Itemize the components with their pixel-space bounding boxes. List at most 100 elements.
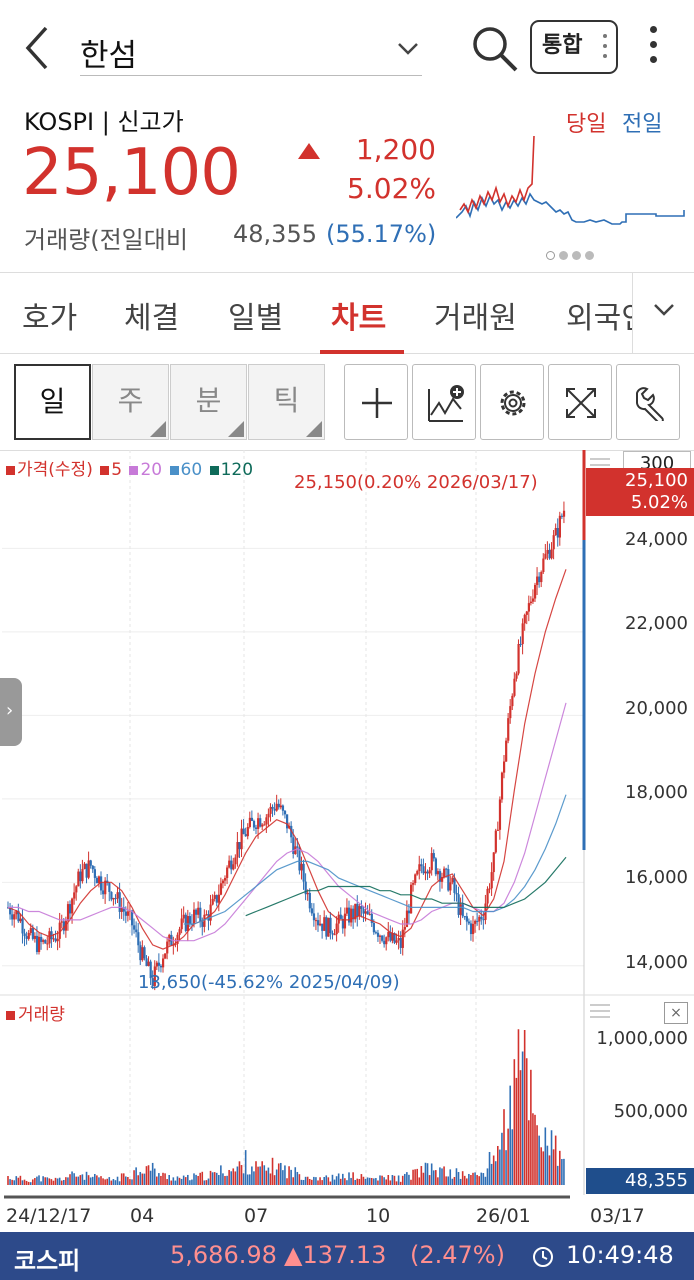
candle-body: [486, 888, 489, 904]
period-week-button[interactable]: 주: [92, 364, 169, 440]
candle-body: [273, 808, 276, 811]
candle-body: [405, 910, 409, 928]
volume-ratio: (55.17%): [326, 220, 437, 248]
candle-body: [114, 898, 117, 900]
candle-body: [443, 868, 446, 877]
stock-selector[interactable]: 한섬: [80, 20, 422, 76]
candle-body: [182, 914, 185, 919]
candle-body: [298, 847, 301, 871]
market-label: KOSPI | 신고가: [24, 108, 184, 136]
candle-body: [292, 837, 295, 855]
back-arrow-icon[interactable]: [20, 24, 60, 72]
tab-broker[interactable]: 거래원: [434, 301, 517, 336]
candle-body: [265, 817, 268, 825]
period-low-label: 13,650(-45.62% 2025/04/09): [138, 972, 400, 993]
candle-body: [217, 894, 220, 903]
candle-body: [544, 553, 547, 559]
stock-name: 한섬: [80, 38, 138, 74]
candle-body: [302, 863, 305, 882]
candle-body: [40, 936, 43, 942]
candle-body: [139, 945, 142, 961]
candle-body: [554, 528, 557, 536]
intraday-mini-chart[interactable]: [456, 130, 686, 238]
candle-body: [317, 920, 320, 926]
current-time: 10:49:48: [566, 1241, 674, 1269]
candle-body: [562, 510, 566, 517]
period-minute-button[interactable]: 분: [170, 364, 247, 440]
candle-body: [164, 953, 167, 959]
candle-body: [141, 947, 144, 961]
legend-swatch: [129, 466, 139, 475]
candle-body: [255, 827, 258, 829]
tab-daily[interactable]: 일별: [228, 301, 284, 336]
integrated-search-button[interactable]: 통합: [530, 20, 618, 74]
candle-body: [17, 910, 20, 922]
legend-ma20: 20: [140, 460, 163, 480]
candle-body: [441, 876, 444, 882]
chart-tools-button[interactable]: [616, 364, 680, 440]
candle-body: [426, 871, 429, 874]
chart-settings-button[interactable]: [480, 364, 544, 440]
add-indicator-button[interactable]: [412, 364, 476, 440]
tab-chart[interactable]: 차트: [331, 301, 387, 336]
candle-body: [58, 922, 61, 939]
candle-body: [414, 874, 417, 884]
plus-icon: [362, 388, 392, 418]
volume-legend-label: 거래량: [18, 1005, 65, 1025]
candle-body: [540, 572, 543, 583]
chart-area[interactable]: [0, 450, 694, 1232]
moving-average-ma120: [245, 856, 567, 917]
candle-body: [263, 824, 266, 826]
candle-body: [534, 584, 537, 599]
candle-body: [286, 814, 289, 829]
period-selector: 일 주 분 틱: [14, 364, 325, 440]
candle-body: [25, 936, 28, 939]
candle-body: [178, 929, 181, 935]
price-change-pct: 5.02%: [347, 172, 436, 205]
period-tick-button[interactable]: 틱: [248, 364, 325, 440]
today-line: [459, 135, 535, 215]
tab-orderbook[interactable]: 호가: [22, 301, 78, 336]
clock-icon: [533, 1247, 553, 1267]
candle-body: [372, 923, 375, 933]
candle-body: [81, 868, 84, 882]
candle-body: [467, 921, 471, 924]
fullscreen-button[interactable]: [548, 364, 612, 440]
candle-body: [155, 962, 158, 967]
candle-body: [27, 932, 30, 939]
candle-body: [112, 898, 115, 900]
candle-body: [407, 910, 411, 914]
tab-trades[interactable]: 체결: [124, 301, 180, 336]
period-label: 일: [39, 385, 66, 418]
candle-body: [527, 603, 530, 612]
close-volume-pane-button[interactable]: ×: [664, 1002, 688, 1024]
market-index-ticker[interactable]: 코스피 5,686.98 ▲137.13 (2.47%) 10:49:48: [0, 1232, 694, 1280]
candle-body: [507, 718, 510, 741]
candle-body: [219, 883, 223, 895]
candle-body: [304, 881, 307, 895]
candle-body: [211, 898, 214, 905]
candlestick-chart[interactable]: [0, 450, 694, 1232]
more-menu-icon[interactable]: [640, 26, 666, 70]
candle-body: [492, 852, 495, 873]
candle-body: [474, 920, 477, 924]
candle-body: [102, 890, 105, 895]
candle-body: [56, 938, 59, 942]
current-price-tag: 25,100 5.02%: [586, 468, 694, 516]
search-icon[interactable]: [470, 24, 520, 74]
menu-lines-icon[interactable]: [590, 1004, 610, 1022]
period-label: 분: [195, 384, 222, 417]
candle-body: [250, 817, 254, 821]
tabs-more-button[interactable]: [632, 273, 694, 353]
side-panel-handle[interactable]: ›: [0, 678, 22, 746]
candle-body: [143, 947, 146, 959]
candle-body: [418, 864, 421, 872]
legend-prev: 전일: [622, 112, 663, 137]
candle-body: [327, 917, 330, 937]
period-day-button[interactable]: 일: [14, 364, 91, 440]
candle-body: [110, 891, 113, 900]
candle-body: [306, 892, 309, 895]
crosshair-button[interactable]: [344, 364, 408, 440]
candle-body: [69, 904, 72, 914]
candle-body: [494, 830, 497, 853]
